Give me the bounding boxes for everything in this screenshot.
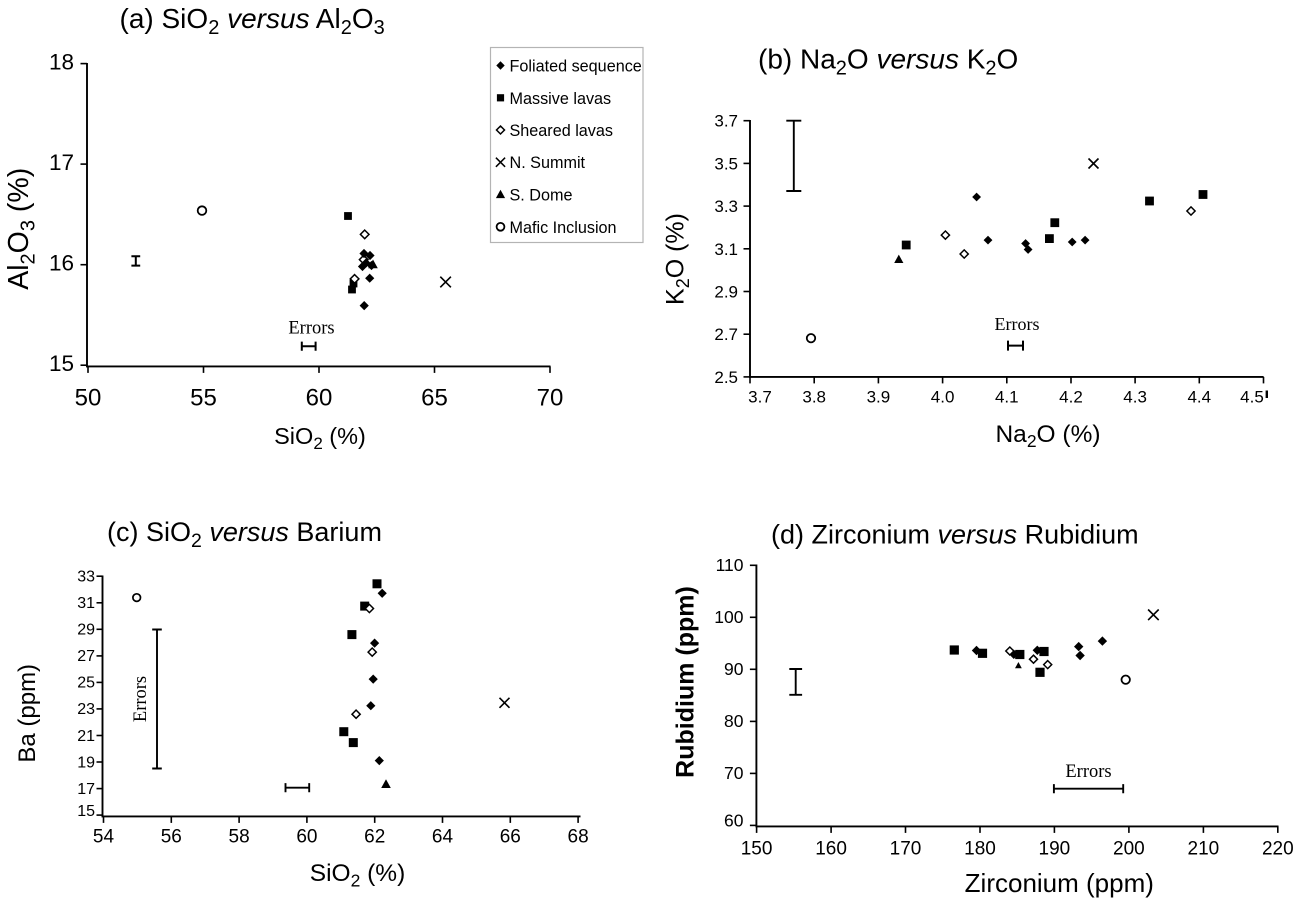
svg-text:170: 170 <box>890 839 922 860</box>
svg-text:220: 220 <box>1262 839 1294 860</box>
svg-text:60: 60 <box>306 385 333 412</box>
svg-text:4.3: 4.3 <box>1123 388 1147 407</box>
svg-text:25: 25 <box>77 675 95 692</box>
svg-text:Mafic Inclusion: Mafic Inclusion <box>510 219 617 237</box>
svg-text:4.1: 4.1 <box>995 388 1019 407</box>
svg-text:16: 16 <box>49 251 74 276</box>
svg-text:70: 70 <box>537 385 564 412</box>
svg-text:3.1: 3.1 <box>714 240 738 259</box>
svg-text:200: 200 <box>1113 839 1145 860</box>
svg-text:15: 15 <box>77 803 95 820</box>
svg-text:23: 23 <box>77 701 95 718</box>
svg-text:K2O (%): K2O (%) <box>662 213 694 305</box>
svg-text:Errors: Errors <box>131 676 151 722</box>
svg-text:S. Dome: S. Dome <box>510 187 573 205</box>
svg-text:31: 31 <box>77 595 95 612</box>
svg-text:2.9: 2.9 <box>714 283 738 302</box>
svg-text:68: 68 <box>568 827 589 848</box>
svg-text:Errors: Errors <box>288 318 334 338</box>
svg-text:2.7: 2.7 <box>714 325 738 344</box>
svg-text:150: 150 <box>741 839 773 860</box>
svg-text:(c) SiO2 versus Barium: (c) SiO2 versus Barium <box>107 517 382 552</box>
svg-text:33: 33 <box>77 569 95 586</box>
svg-text:180: 180 <box>964 839 996 860</box>
svg-text:15: 15 <box>49 351 74 376</box>
svg-text:60: 60 <box>724 810 744 830</box>
svg-text:66: 66 <box>500 827 521 848</box>
svg-text:4.0: 4.0 <box>931 388 955 407</box>
svg-text:21: 21 <box>77 728 95 745</box>
svg-text:SiO2 (%): SiO2 (%) <box>310 860 406 890</box>
svg-text:Errors: Errors <box>1065 762 1111 782</box>
svg-text:27: 27 <box>77 648 95 665</box>
svg-text:3.7: 3.7 <box>714 112 738 131</box>
svg-text:56: 56 <box>161 827 182 848</box>
svg-text:Errors: Errors <box>995 314 1040 334</box>
svg-text:190: 190 <box>1039 839 1071 860</box>
svg-text:55: 55 <box>190 385 217 412</box>
svg-text:4.4: 4.4 <box>1187 388 1211 407</box>
svg-text:3.9: 3.9 <box>867 388 891 407</box>
svg-text:19: 19 <box>77 754 95 771</box>
svg-text:(d) Zirconium versus Rubidium: (d) Zirconium versus Rubidium <box>771 520 1139 550</box>
svg-text:(a) SiO2 versus Al2O3: (a) SiO2 versus Al2O3 <box>120 3 385 39</box>
svg-text:Ba (ppm): Ba (ppm) <box>14 664 41 763</box>
svg-text:4.2: 4.2 <box>1059 388 1083 407</box>
svg-text:29: 29 <box>77 622 95 639</box>
svg-text:65: 65 <box>421 385 448 412</box>
svg-text:160: 160 <box>815 839 847 860</box>
svg-text:N. Summit: N. Summit <box>510 154 586 172</box>
svg-text:70: 70 <box>724 763 744 783</box>
svg-text:60: 60 <box>296 827 317 848</box>
svg-text:Massive lavas: Massive lavas <box>510 90 612 108</box>
svg-text:54: 54 <box>93 827 115 848</box>
svg-text:Na2O (%): Na2O (%) <box>995 421 1100 451</box>
svg-text:Al2O3 (%): Al2O3 (%) <box>3 168 39 290</box>
svg-text:110: 110 <box>716 555 744 575</box>
svg-text:58: 58 <box>229 827 250 848</box>
svg-text:80: 80 <box>724 711 744 731</box>
svg-text:3.7: 3.7 <box>748 388 772 407</box>
svg-text:Foliated sequence: Foliated sequence <box>510 58 642 76</box>
svg-text:100: 100 <box>714 607 743 627</box>
svg-text:62: 62 <box>364 827 385 848</box>
svg-text:SiO2 (%): SiO2 (%) <box>274 423 366 453</box>
svg-text:90: 90 <box>724 659 744 679</box>
svg-text:17: 17 <box>77 781 95 798</box>
svg-text:Zirconium (ppm): Zirconium (ppm) <box>965 868 1154 898</box>
svg-text:Rubidium (ppm): Rubidium (ppm) <box>672 586 700 778</box>
svg-text:18: 18 <box>49 50 74 75</box>
svg-text:3.5: 3.5 <box>714 154 738 173</box>
svg-text:3.3: 3.3 <box>714 197 738 216</box>
svg-text:Sheared lavas: Sheared lavas <box>510 122 614 140</box>
svg-text:(b) Na2O versus K2O: (b) Na2O versus K2O <box>758 43 1018 79</box>
svg-text:4.5: 4.5 <box>1240 388 1264 407</box>
svg-text:2.5: 2.5 <box>714 368 738 387</box>
svg-text:17: 17 <box>49 150 74 175</box>
svg-text:50: 50 <box>75 385 102 412</box>
svg-text:3.8: 3.8 <box>802 388 826 407</box>
svg-text:210: 210 <box>1188 839 1220 860</box>
svg-text:64: 64 <box>432 827 454 848</box>
